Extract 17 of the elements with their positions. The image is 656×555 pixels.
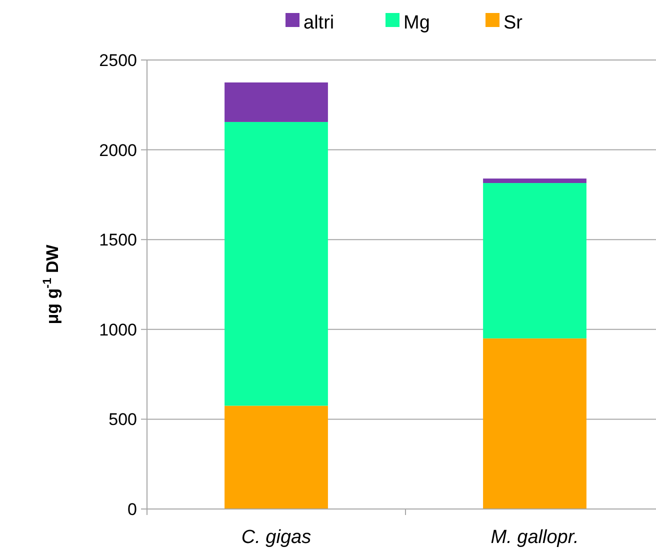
- y-tick-label: 2500: [99, 50, 137, 70]
- bar: [483, 183, 586, 338]
- bar: [224, 82, 328, 122]
- bar: [224, 122, 328, 406]
- bar: [483, 338, 586, 509]
- y-tick-label: 500: [108, 410, 137, 430]
- y-tick-label: 1500: [99, 230, 137, 250]
- x-tick-label: C. gigas: [241, 527, 312, 548]
- bar: [224, 406, 328, 509]
- legend-label: Sr: [504, 12, 524, 34]
- y-tick-label: 0: [128, 500, 137, 519]
- bar: [483, 178, 586, 184]
- legend-label: Mg: [404, 12, 430, 34]
- x-tick-label: M. gallopr.: [490, 527, 579, 548]
- legend-label: altri: [304, 12, 334, 34]
- y-tick-label: 1000: [99, 320, 137, 340]
- y-tick-label: 2000: [99, 140, 137, 160]
